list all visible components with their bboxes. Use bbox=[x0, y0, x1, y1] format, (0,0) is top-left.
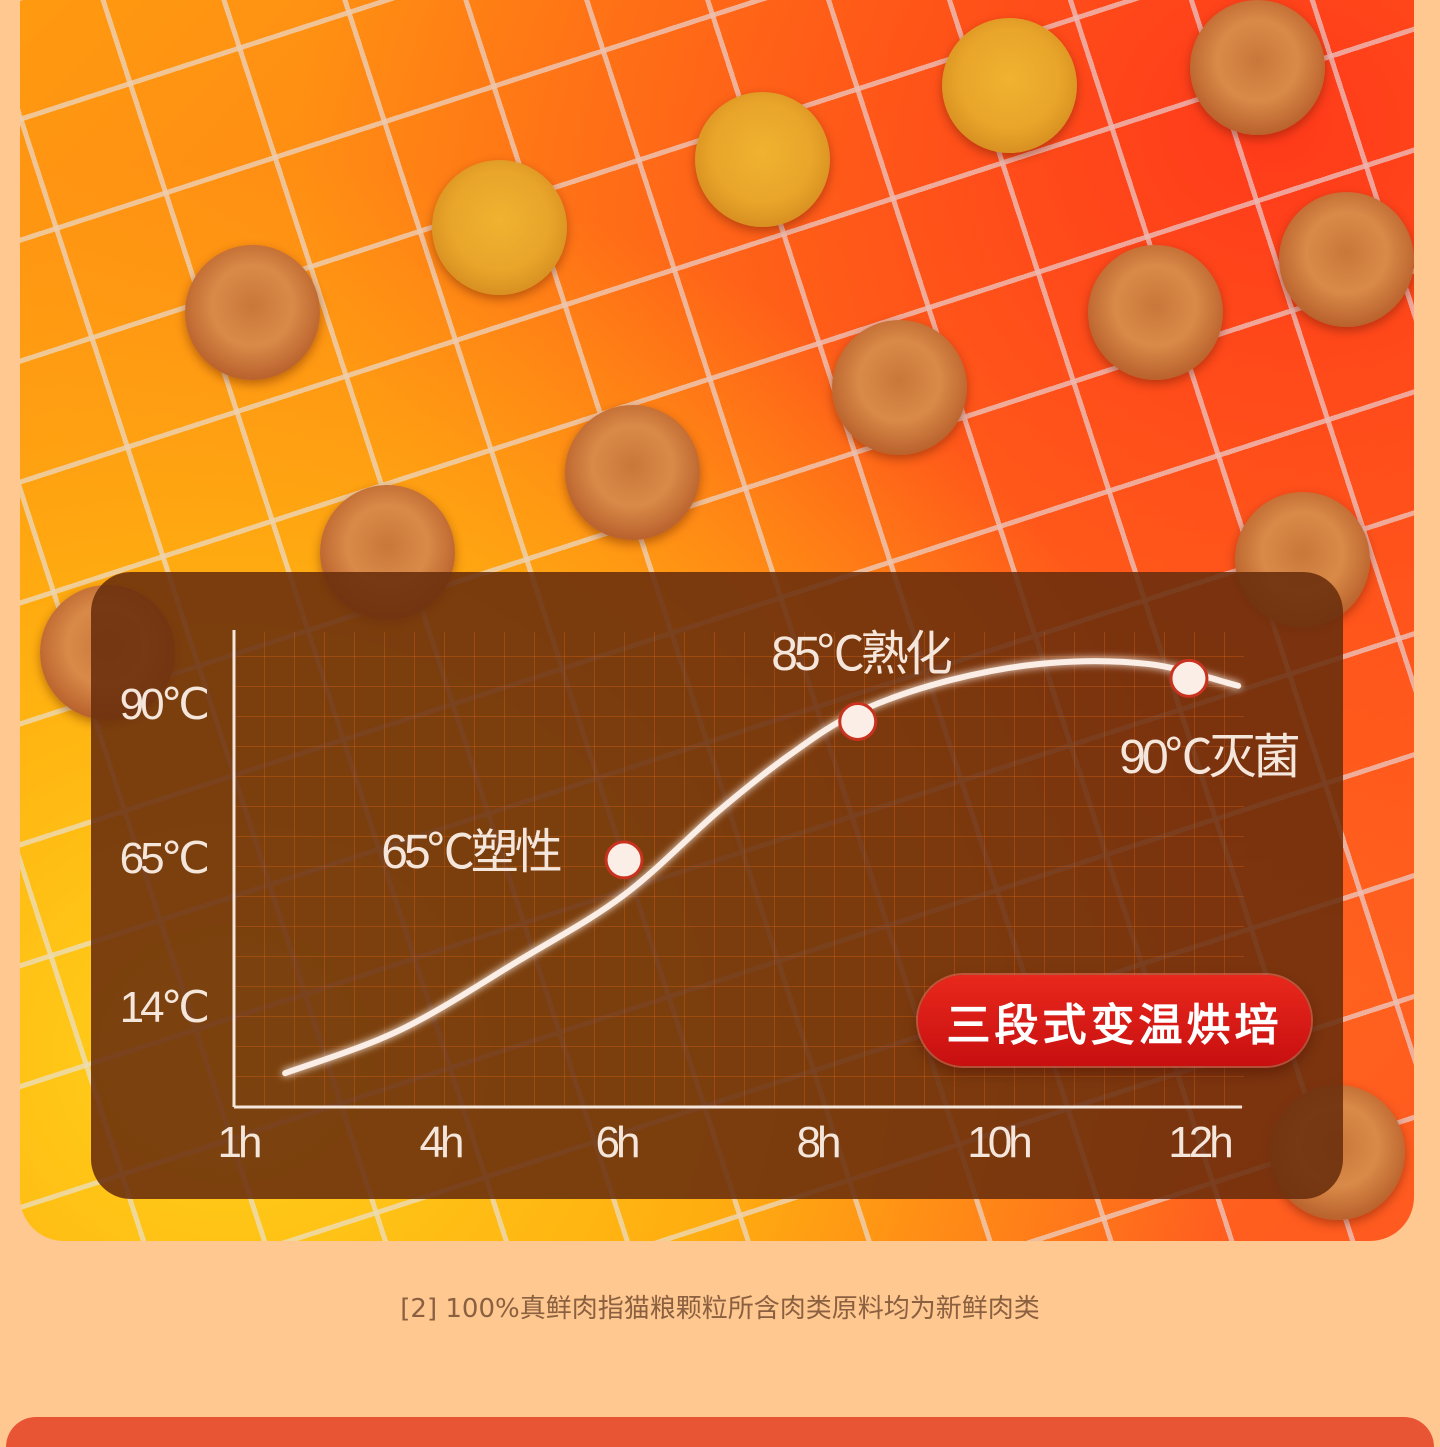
temperature-curve bbox=[282, 658, 1242, 1077]
temperature-chart: 1h 4h 6h 8h 10h 12h 14℃ 65℃ 90℃ 65℃塑性 85℃熟化 90℃灭菌 bbox=[120, 628, 1303, 1167]
footer-bar bbox=[6, 1417, 1434, 1447]
data-point-marker bbox=[604, 840, 644, 880]
kibble bbox=[1279, 192, 1414, 327]
data-point-marker bbox=[838, 701, 878, 741]
x-tick-label: 1h bbox=[218, 1118, 260, 1167]
annotation-label: 90℃灭菌 bbox=[1119, 731, 1298, 784]
kibble bbox=[832, 320, 967, 455]
y-tick-label: 90℃ bbox=[120, 680, 208, 729]
data-point-marker bbox=[1169, 658, 1209, 698]
kibble bbox=[432, 160, 567, 295]
annotation-label: 65℃塑性 bbox=[381, 826, 560, 879]
chart-panel bbox=[91, 572, 1343, 1199]
x-tick-label: 6h bbox=[596, 1118, 638, 1167]
kibble bbox=[565, 405, 700, 540]
x-tick-label: 4h bbox=[420, 1118, 462, 1167]
kibble bbox=[1190, 0, 1325, 135]
x-tick-label: 10h bbox=[967, 1118, 1030, 1167]
x-tick-label: 8h bbox=[797, 1118, 839, 1167]
kibble bbox=[1088, 245, 1223, 380]
three-stage-baking-badge: 三段式变温烘培 bbox=[918, 975, 1311, 1066]
annotation-label: 85℃熟化 bbox=[771, 628, 951, 681]
kibble bbox=[695, 92, 830, 227]
x-tick-label: 12h bbox=[1168, 1118, 1231, 1167]
y-tick-label: 14℃ bbox=[120, 983, 208, 1032]
kibble bbox=[185, 245, 320, 380]
footnote: [2] 100%真鲜肉指猫粮颗粒所含肉类原料均为新鲜肉类 bbox=[400, 1294, 1040, 1324]
y-tick-label: 65℃ bbox=[120, 834, 208, 883]
kibble bbox=[942, 18, 1077, 153]
